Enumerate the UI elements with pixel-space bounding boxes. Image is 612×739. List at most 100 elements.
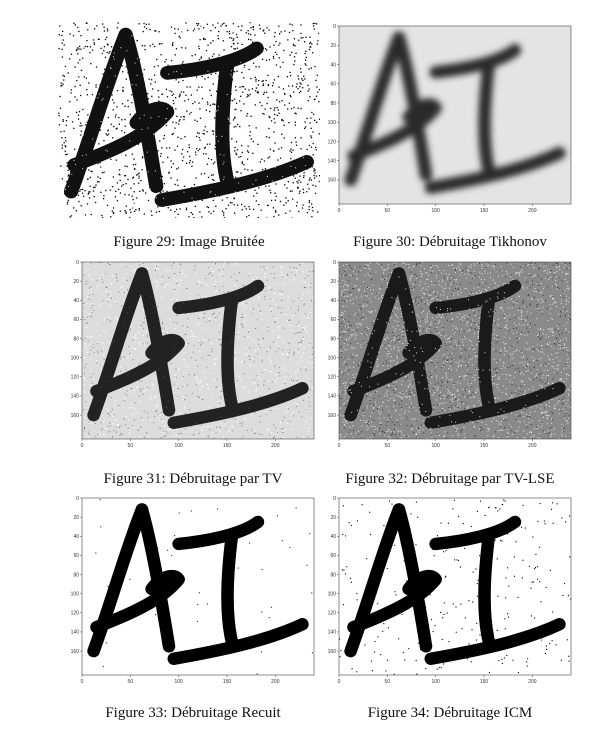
noise-pixel	[206, 23, 209, 25]
noise-pixel	[220, 55, 222, 57]
noise-pixel	[527, 343, 529, 345]
noise-pixel	[254, 204, 256, 206]
noise-pixel	[254, 34, 256, 36]
noise-pixel	[233, 204, 235, 206]
noise-pixel	[127, 356, 129, 358]
noise-pixel	[217, 315, 219, 317]
noise-pixel	[341, 328, 343, 330]
noise-pixel	[477, 338, 479, 340]
noise-pixel	[192, 102, 194, 105]
noise-pixel	[273, 37, 275, 39]
noise-pixel	[242, 316, 244, 318]
noise-pixel	[454, 278, 456, 280]
noise-pixel	[201, 75, 203, 78]
noise-pixel	[344, 331, 346, 333]
noise-pixel	[210, 42, 212, 44]
noise-pixel	[200, 315, 202, 317]
noise-pixel	[132, 207, 134, 209]
noise-pixel	[303, 436, 305, 438]
noise-pixel	[271, 299, 274, 301]
noise-pixel	[463, 314, 465, 316]
noise-pixel	[197, 163, 199, 165]
noise-pixel	[209, 317, 211, 320]
noise-pixel	[137, 412, 139, 414]
noise-pixel	[399, 392, 401, 394]
noise-pixel	[74, 96, 76, 98]
noise-pixel	[110, 123, 113, 126]
noise-pixel	[496, 323, 498, 325]
noise-pixel	[291, 270, 294, 272]
noise-pixel	[523, 394, 525, 396]
noise-pixel	[129, 113, 131, 116]
noise-pixel	[366, 422, 368, 424]
noise-pixel	[273, 277, 275, 279]
noise-pixel	[415, 298, 417, 300]
noise-pixel	[565, 365, 567, 367]
noise-pixel	[195, 384, 197, 386]
noise-pixel	[159, 318, 161, 320]
noise-pixel	[261, 104, 263, 107]
noise-pixel	[566, 402, 568, 404]
noise-pixel	[263, 380, 265, 382]
noise-pixel	[292, 182, 294, 184]
noise-pixel	[142, 262, 144, 264]
noise-pixel	[127, 178, 129, 181]
noise-pixel	[95, 184, 97, 186]
noise-pixel	[272, 39, 274, 41]
noise-pixel	[86, 348, 88, 350]
noise-pixel	[64, 80, 66, 82]
noise-pixel	[467, 385, 469, 387]
noise-pixel	[529, 379, 531, 381]
noise-pixel	[127, 184, 129, 186]
noise-pixel	[238, 182, 240, 184]
noise-pixel	[94, 186, 96, 188]
noise-pixel	[545, 405, 547, 407]
noise-pixel	[153, 27, 155, 29]
noise-pixel	[218, 54, 220, 56]
noise-pixel	[400, 437, 402, 439]
noise-pixel	[468, 339, 470, 341]
noise-pixel	[476, 292, 478, 294]
noise-pixel	[196, 22, 198, 25]
noise-pixel	[315, 185, 317, 187]
noise-pixel	[70, 45, 72, 47]
noise-pixel	[536, 348, 538, 350]
noise-pixel	[467, 380, 469, 382]
noise-pixel	[288, 31, 291, 34]
noise-pixel	[65, 188, 67, 190]
noise-pixel	[159, 43, 161, 45]
noise-pixel	[284, 92, 286, 95]
noise-pixel	[553, 407, 555, 409]
noise-pixel	[433, 393, 435, 395]
noise-pixel	[407, 386, 409, 388]
noise-pixel	[500, 420, 502, 422]
noise-pixel	[292, 149, 294, 151]
noise-pixel	[389, 341, 391, 343]
noise-pixel	[354, 267, 356, 269]
noise-pixel	[460, 365, 462, 367]
noise-pixel	[437, 386, 439, 388]
noise-pixel	[250, 138, 253, 140]
noise-pixel	[160, 152, 162, 155]
noise-pixel	[192, 30, 195, 32]
noise-pixel	[204, 313, 206, 315]
noise-pixel	[556, 266, 558, 268]
noise-pixel	[419, 320, 421, 322]
noise-pixel	[80, 130, 83, 132]
noise-pixel	[90, 207, 92, 209]
noise-pixel	[283, 381, 286, 383]
noise-pixel	[292, 277, 295, 279]
noise-pixel	[549, 304, 551, 306]
noise-pixel	[267, 86, 269, 88]
noise-pixel	[317, 91, 319, 93]
noise-pixel	[268, 59, 271, 61]
noise-pixel	[552, 264, 554, 266]
noise-pixel	[493, 358, 495, 360]
noise-pixel	[550, 276, 552, 278]
noise-pixel	[90, 262, 92, 264]
noise-pixel	[376, 391, 378, 393]
noise-pixel	[183, 399, 185, 401]
noise-pixel	[268, 136, 270, 139]
noise-pixel	[74, 66, 76, 68]
noise-pixel	[251, 339, 253, 341]
